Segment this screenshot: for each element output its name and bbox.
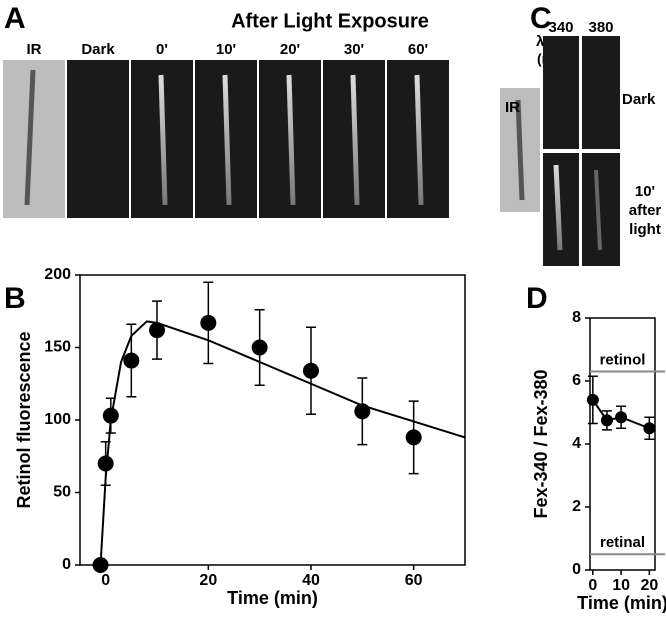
data-point	[149, 322, 165, 339]
data-point	[123, 352, 140, 369]
y-tick-label: 4	[572, 435, 581, 452]
cell	[515, 99, 525, 201]
frame-label: 30'	[344, 41, 364, 58]
column-label: 380	[588, 19, 613, 36]
frame-label: 0'	[156, 41, 168, 58]
data-point	[303, 362, 319, 379]
cell	[553, 164, 563, 251]
x-axis-label: Time (min)	[577, 593, 666, 613]
x-tick-label: 20	[640, 577, 658, 594]
panel-letter: D	[526, 282, 548, 315]
frame-label: 10'	[216, 41, 236, 58]
image	[543, 36, 579, 149]
y-tick-label: 0	[572, 561, 581, 578]
x-tick-label: 0	[588, 577, 597, 594]
reference-label: retinal	[600, 534, 645, 551]
x-tick-label: 20	[199, 572, 217, 589]
data-point	[251, 339, 268, 356]
y-tick-label: 100	[44, 411, 71, 428]
y-tick-label: 150	[44, 339, 71, 356]
row-label: Dark	[622, 91, 656, 108]
cell	[350, 74, 360, 206]
cell	[594, 169, 602, 251]
image	[582, 36, 620, 149]
reference-label: retinol	[600, 352, 646, 369]
row-label: light	[629, 221, 661, 238]
y-tick-label: 0	[62, 556, 71, 573]
x-tick-label: 60	[405, 572, 423, 589]
cell	[414, 74, 424, 206]
frame-label: Dark	[81, 41, 115, 58]
panel-letter: A	[4, 2, 26, 35]
x-tick-label: 0	[101, 572, 110, 589]
y-tick-label: 6	[572, 372, 581, 389]
panel-title: After Light Exposure	[231, 10, 429, 32]
row-label: after	[629, 202, 662, 219]
row-label: 10'	[635, 183, 655, 200]
image	[67, 60, 129, 218]
image-strip: IR Dark 0' 10' 20' 30' 60'	[3, 41, 449, 218]
y-axis-label: Fex-340 / Fex-380	[531, 369, 551, 518]
panel-letter: C	[530, 2, 552, 35]
y-tick-label: 200	[44, 266, 71, 283]
ir-label: IR	[505, 99, 520, 116]
y-tick-label: 8	[572, 309, 581, 326]
fit-line	[592, 399, 650, 430]
x-axis-label: Time (min)	[227, 588, 318, 608]
x-tick-label: 10	[612, 577, 630, 594]
cell	[222, 74, 232, 206]
data-point	[405, 429, 422, 446]
panel-letter: B	[4, 282, 26, 315]
column-label: 340	[548, 19, 573, 36]
x-tick-label: 40	[302, 572, 320, 589]
cell	[286, 74, 296, 206]
fit-line	[99, 320, 466, 566]
cell	[24, 69, 36, 206]
data-point	[97, 455, 114, 472]
data-point	[200, 314, 217, 331]
y-tick-label: 2	[572, 498, 581, 515]
frame-label: 20'	[280, 41, 300, 58]
cell	[158, 74, 168, 206]
y-axis-label: Retinol fluorescence	[14, 331, 34, 508]
frame-label: 60'	[408, 41, 428, 58]
y-tick-label: 50	[53, 484, 71, 501]
frame-label: IR	[27, 41, 42, 58]
